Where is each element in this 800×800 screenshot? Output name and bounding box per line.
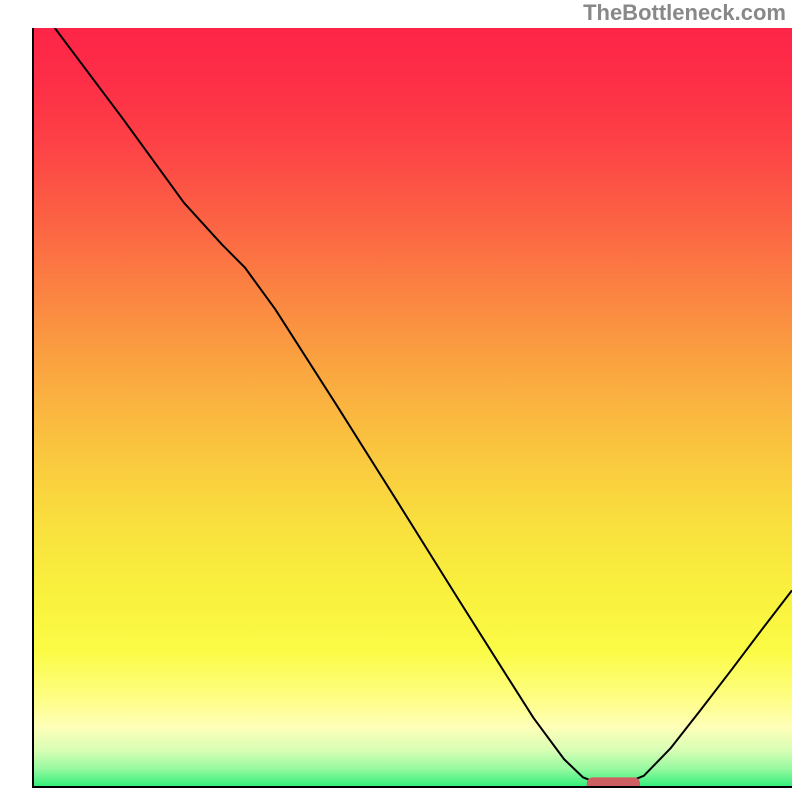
watermark-text: TheBottleneck.com [583,0,786,26]
chart-plot-area [32,28,792,788]
chart-background [32,28,792,788]
chart-svg [32,28,792,788]
